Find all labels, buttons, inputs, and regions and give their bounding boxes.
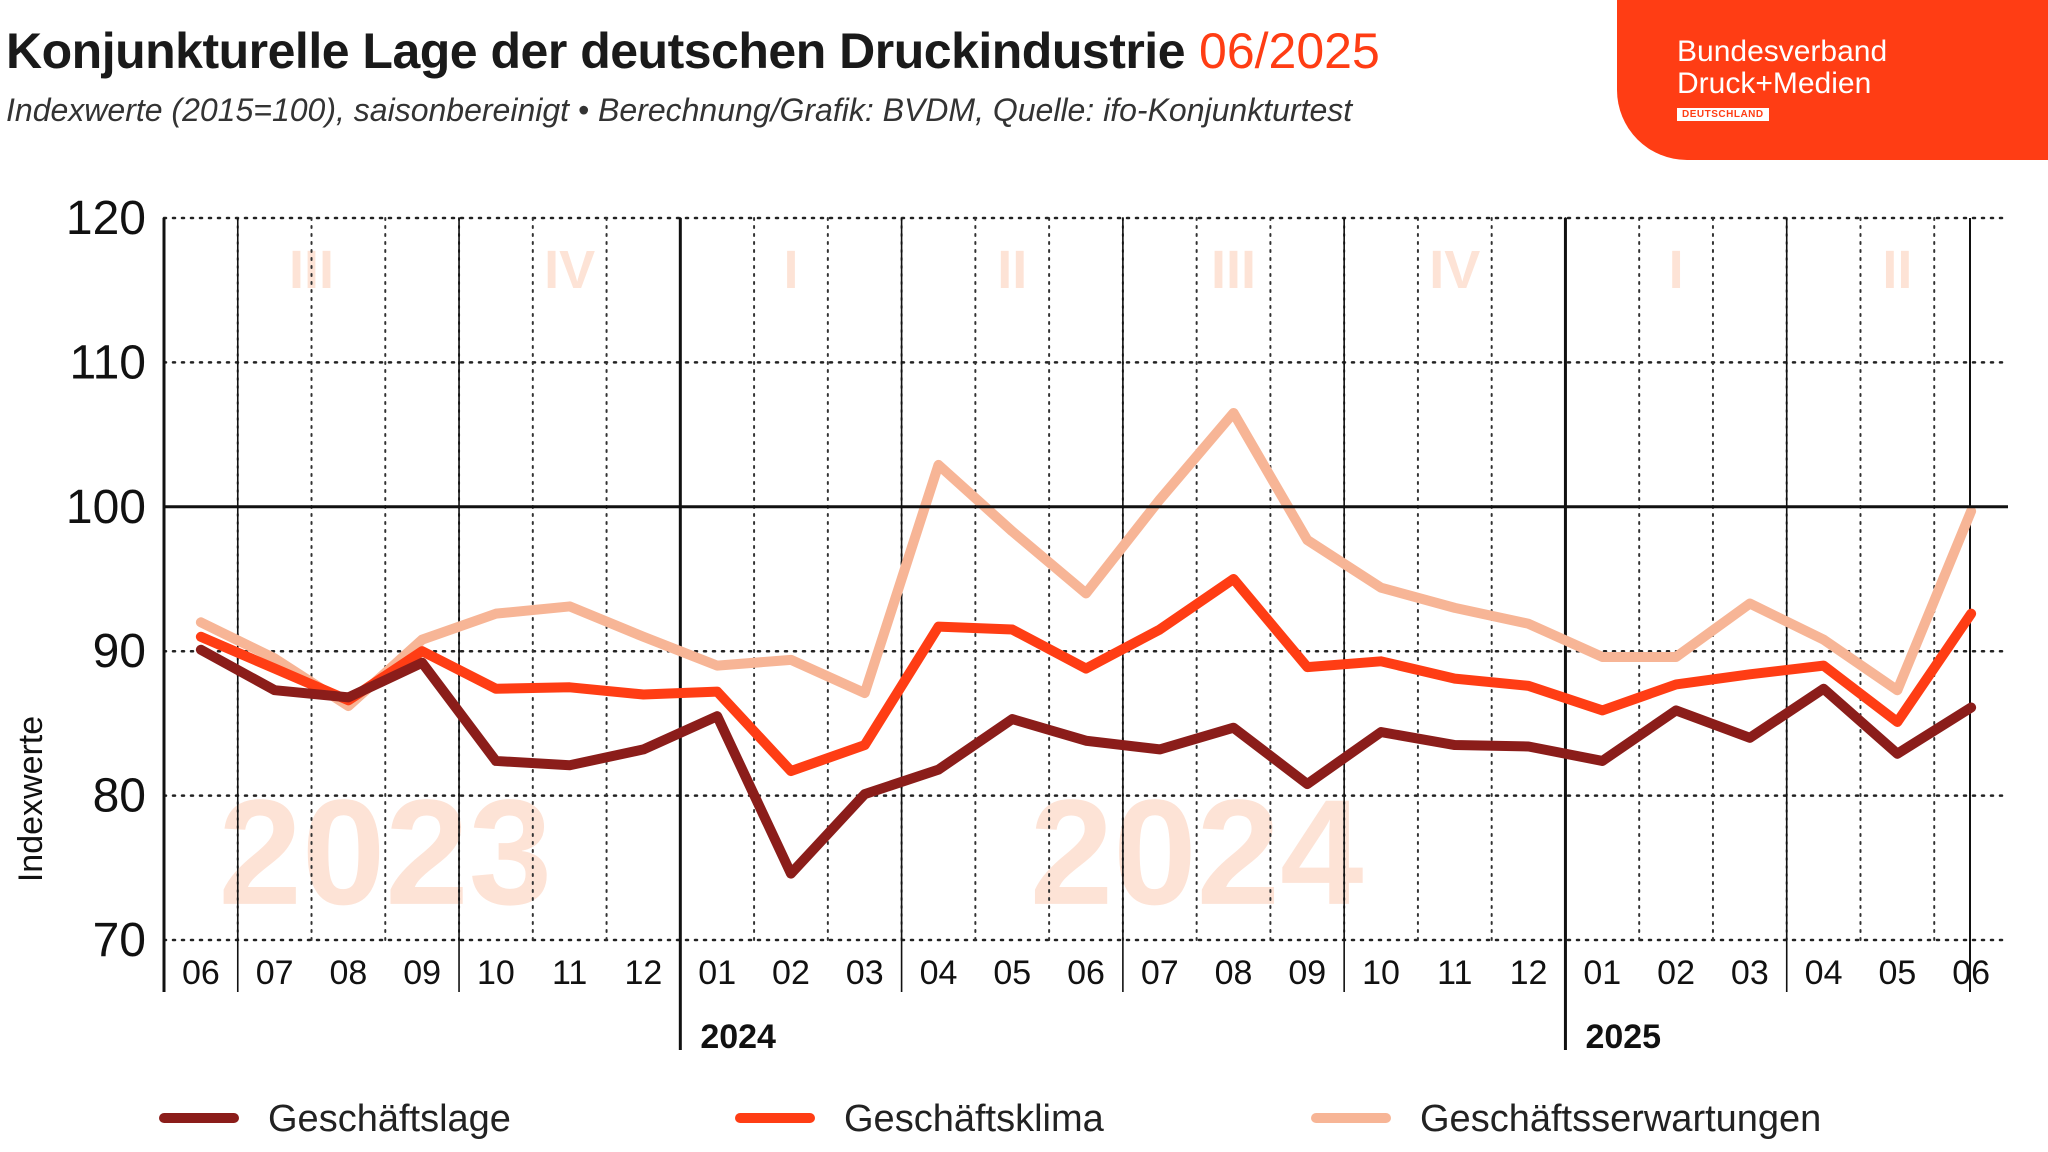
x-tick-label: 03	[1731, 954, 1769, 992]
x-tick-label: 10	[1362, 954, 1400, 992]
x-tick-label: 06	[182, 954, 220, 992]
x-tick-label: 11	[1437, 954, 1472, 992]
x-tick-label: 10	[477, 954, 515, 992]
chart-title: Konjunkturelle Lage der deutschen Drucki…	[6, 23, 1186, 79]
chart-date: 06/2025	[1199, 23, 1380, 79]
y-tick-label: 90	[93, 625, 146, 678]
series-line	[195, 644, 1977, 879]
y-tick-label: 110	[69, 336, 146, 389]
quarter-labels: III IV I II III IV I II	[289, 240, 1912, 300]
title-block: Konjunkturelle Lage der deutschen Drucki…	[6, 22, 1380, 80]
x-tick-label: 09	[1288, 954, 1326, 992]
x-tick-label: 05	[1878, 954, 1916, 992]
series-lines	[195, 407, 1977, 879]
year-axis-label: 2024	[700, 1018, 776, 1056]
quarter-label: II	[997, 240, 1027, 300]
x-tick-label: 06	[1952, 954, 1990, 992]
y-axis-title: Indexwerte	[12, 716, 50, 882]
quarter-label: I	[1669, 240, 1684, 300]
x-tick-label: 09	[403, 954, 441, 992]
x-tick-label: 03	[846, 954, 884, 992]
x-tick-label: 08	[329, 954, 367, 992]
legend-label: Geschäftslage	[268, 1098, 511, 1140]
series-line	[195, 407, 1977, 712]
x-tick-label: 04	[920, 954, 958, 992]
brand-country: DEUTSCHLAND	[1677, 108, 1769, 121]
quarter-label: III	[1211, 240, 1256, 300]
axes	[162, 218, 2008, 992]
y-tick-label: 70	[93, 914, 146, 967]
x-tick-label: 08	[1215, 954, 1253, 992]
y-tick-label: 80	[93, 770, 146, 823]
legend: Geschäftslage Geschäftsklima Geschäftsserw…	[159, 1098, 1821, 1140]
x-tick-label: 02	[772, 954, 810, 992]
quarter-label: I	[783, 240, 798, 300]
x-tick-label: 01	[1583, 954, 1621, 992]
x-axis-labels: 06 07 08 09 10 11 12 01 02 03 04 05 06 07 08 09 10 11 12 01…	[182, 954, 1990, 1056]
brand-name-line2: Druck+Medien	[1677, 67, 1872, 100]
year-axis-label: 2025	[1585, 1018, 1661, 1056]
legend-label: Geschäftsklima	[844, 1098, 1105, 1140]
x-tick-label: 11	[552, 954, 587, 992]
x-tick-label: 01	[698, 954, 736, 992]
y-tick-label: 100	[66, 481, 146, 534]
x-tick-label: 05	[993, 954, 1031, 992]
year-watermarks: 2023 2024	[218, 768, 1363, 936]
x-tick-label: 02	[1657, 954, 1695, 992]
x-tick-label: 06	[1067, 954, 1105, 992]
x-tick-label: 07	[256, 954, 294, 992]
quarter-label: IV	[544, 240, 595, 300]
y-tick-label: 120	[66, 192, 146, 245]
y-axis-labels: 70 80 90 100 110 120 Indexwerte	[12, 192, 146, 967]
brand-name-line1: Bundesverband	[1677, 35, 1888, 68]
series-line	[195, 574, 1977, 777]
x-tick-label: 12	[1510, 954, 1548, 992]
x-tick-label: 12	[625, 954, 663, 992]
x-tick-label: 07	[1141, 954, 1179, 992]
quarter-label: II	[1882, 240, 1912, 300]
quarter-label: IV	[1429, 240, 1480, 300]
grid-lines	[162, 216, 2010, 1050]
legend-label: Geschäftsserwartungen	[1420, 1098, 1821, 1140]
x-tick-label: 04	[1805, 954, 1843, 992]
brand-logo: Bundesverband Druck+Medien DEUTSCHLAND	[1617, 0, 2048, 160]
chart-subtitle: Indexwerte (2015=100), saisonbereinigt •…	[6, 92, 1353, 128]
